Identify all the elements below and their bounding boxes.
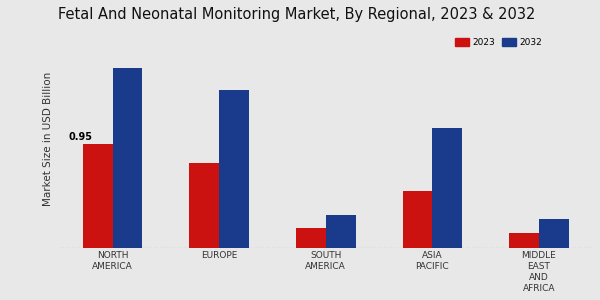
Bar <box>83 145 113 248</box>
Bar <box>539 219 569 248</box>
Bar <box>190 163 219 248</box>
Bar <box>296 228 326 248</box>
Y-axis label: Market Size in USD Billion: Market Size in USD Billion <box>43 72 53 206</box>
Legend: 2023, 2032: 2023, 2032 <box>452 34 546 51</box>
Bar <box>326 215 356 248</box>
Bar <box>219 90 249 248</box>
Bar <box>433 128 462 248</box>
Bar <box>113 68 142 248</box>
Bar <box>509 233 539 248</box>
Text: Fetal And Neonatal Monitoring Market, By Regional, 2023 & 2032: Fetal And Neonatal Monitoring Market, By… <box>59 7 536 22</box>
Bar <box>403 191 433 248</box>
Text: 0.95: 0.95 <box>68 132 92 142</box>
